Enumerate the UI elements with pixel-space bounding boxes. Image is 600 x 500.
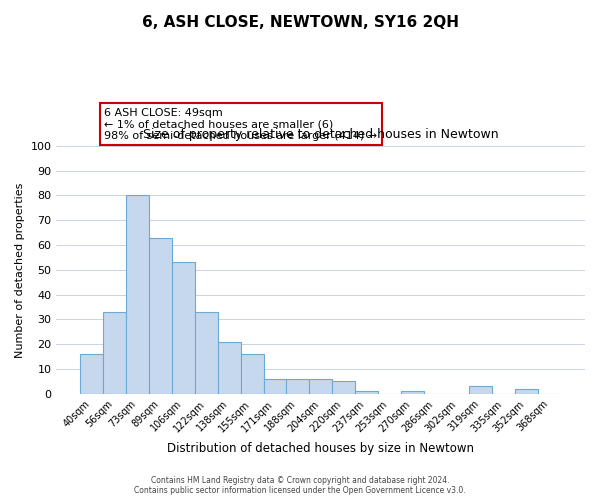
Bar — [149, 238, 172, 394]
X-axis label: Distribution of detached houses by size in Newtown: Distribution of detached houses by size … — [167, 442, 474, 455]
Text: 6, ASH CLOSE, NEWTOWN, SY16 2QH: 6, ASH CLOSE, NEWTOWN, SY16 2QH — [142, 15, 458, 30]
Text: Contains HM Land Registry data © Crown copyright and database right 2024.
Contai: Contains HM Land Registry data © Crown c… — [134, 476, 466, 495]
Bar — [309, 379, 332, 394]
Bar — [332, 382, 355, 394]
Bar — [355, 392, 378, 394]
Bar — [515, 389, 538, 394]
Bar — [103, 312, 126, 394]
Bar — [286, 379, 309, 394]
Bar — [263, 379, 286, 394]
Title: Size of property relative to detached houses in Newtown: Size of property relative to detached ho… — [143, 128, 499, 140]
Bar — [195, 312, 218, 394]
Bar — [126, 196, 149, 394]
Y-axis label: Number of detached properties: Number of detached properties — [15, 182, 25, 358]
Text: 6 ASH CLOSE: 49sqm
← 1% of detached houses are smaller (6)
98% of semi-detached : 6 ASH CLOSE: 49sqm ← 1% of detached hous… — [104, 108, 377, 141]
Bar — [401, 392, 424, 394]
Bar — [241, 354, 263, 394]
Bar — [80, 354, 103, 394]
Bar — [469, 386, 493, 394]
Bar — [172, 262, 195, 394]
Bar — [218, 342, 241, 394]
